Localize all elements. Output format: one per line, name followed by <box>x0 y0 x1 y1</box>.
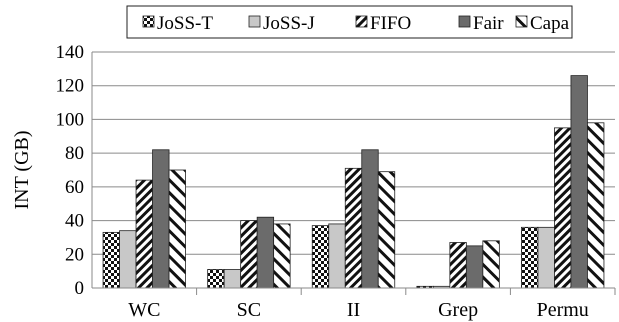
legend-label-fair: Fair <box>473 13 504 34</box>
legend-swatch-joss-j <box>248 15 261 28</box>
legend-swatch-fair <box>458 15 471 28</box>
legend-label-capa: Capa <box>530 13 570 34</box>
x-axis: WC SC II Grep Permu <box>92 287 616 321</box>
y-axis: 0 20 40 60 80 100 120 140 <box>56 42 93 299</box>
legend-swatch-capa <box>515 15 528 28</box>
bar-joss-t-permu <box>521 226 539 289</box>
bar-joss-j-ii <box>328 223 346 289</box>
bar-fair-grep <box>465 245 484 289</box>
y-tick-label-80: 80 <box>65 143 84 164</box>
bar-joss-t-sc <box>207 269 225 289</box>
bar-capa-wc <box>168 169 186 289</box>
bar-joss-t-ii <box>311 225 330 289</box>
y-tick-label-140: 140 <box>56 42 85 63</box>
bar-fair-wc <box>152 149 170 289</box>
x-tick-label-wc: WC <box>128 299 160 321</box>
legend-label-fifo: FIFO <box>370 13 411 34</box>
y-axis-title: INT (GB) <box>11 130 33 209</box>
bar-fifo-wc <box>135 179 153 289</box>
y-tick-label-20: 20 <box>65 244 84 265</box>
bars <box>102 75 605 289</box>
bar-fifo-ii <box>344 167 363 289</box>
legend-label-joss-t: JoSS-T <box>157 13 213 34</box>
bar-joss-j-wc <box>119 230 137 289</box>
bar-joss-j-permu <box>537 226 555 289</box>
bar-fifo-permu <box>554 127 572 289</box>
bar-fair-permu <box>570 75 588 289</box>
y-tick-label-100: 100 <box>56 109 85 130</box>
y-tick-label-60: 60 <box>65 177 84 198</box>
x-tick-label-grep: Grep <box>438 299 478 321</box>
legend-box <box>126 5 573 39</box>
legend-swatch-joss-t <box>142 15 155 28</box>
bar-fifo-sc <box>240 220 258 289</box>
bar-fair-ii <box>361 149 379 289</box>
bar-fair-sc <box>256 216 275 289</box>
y-tick-label-40: 40 <box>65 211 84 232</box>
legend-swatch-fifo <box>355 15 368 28</box>
bar-joss-j-sc <box>223 269 242 289</box>
y-tick-label-0: 0 <box>75 278 85 299</box>
bar-capa-ii <box>377 171 396 289</box>
x-tick-label-ii: II <box>347 299 360 321</box>
bar-joss-t-wc <box>102 231 120 289</box>
bar-capa-permu <box>587 122 605 289</box>
legend: JoSS-T JoSS-J FIFO Fair Capa <box>126 5 573 39</box>
x-tick-label-permu: Permu <box>537 299 589 321</box>
bar-capa-sc <box>273 223 291 289</box>
bar-fifo-grep <box>449 242 467 289</box>
bar-capa-grep <box>482 240 500 289</box>
y-tick-label-120: 120 <box>56 76 85 97</box>
legend-label-joss-j: JoSS-J <box>263 13 315 34</box>
x-tick-label-sc: SC <box>237 299 261 321</box>
